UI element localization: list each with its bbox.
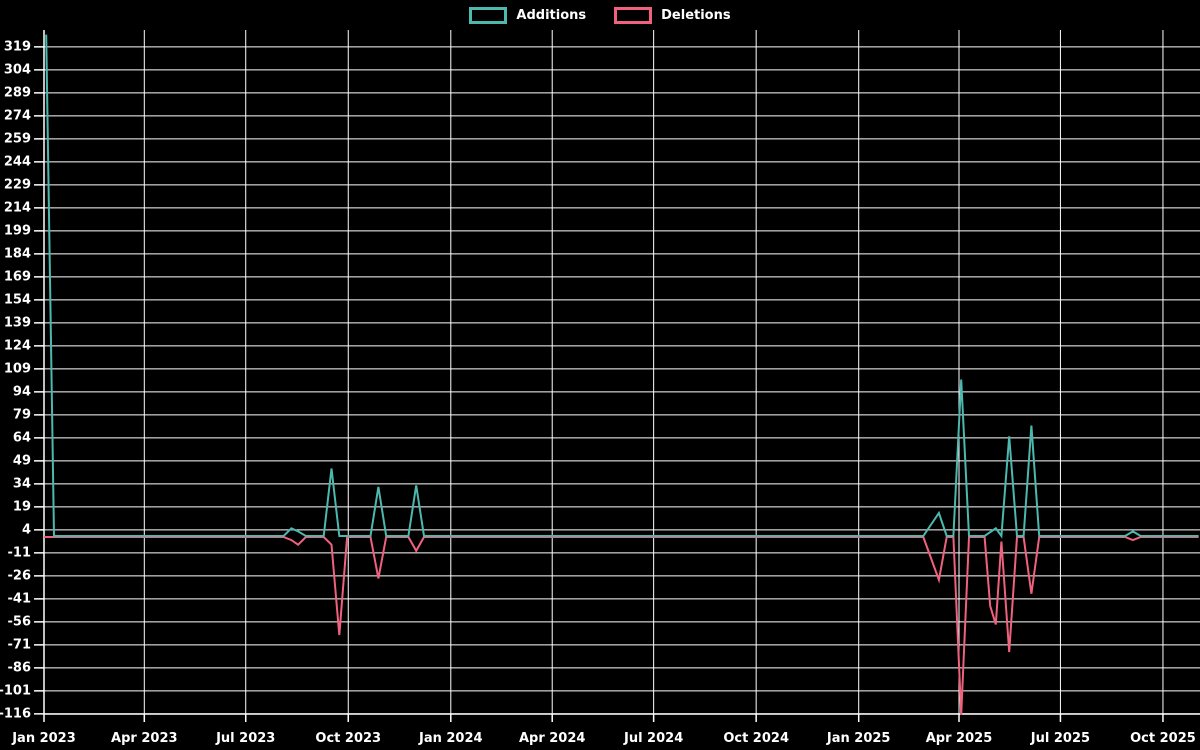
y-tick-label: 94 [13,384,31,399]
y-tick-label: 304 [4,62,31,77]
y-tick-label: -116 [0,706,31,721]
y-tick-label: 259 [4,131,31,146]
x-tick-label: Jul 2023 [215,731,275,746]
x-tick-label: Jan 2023 [11,731,76,746]
y-tick-label: 124 [4,338,31,353]
y-tick-label: 229 [4,177,31,192]
y-tick-label: 139 [4,315,31,330]
y-tick-label: 319 [4,39,31,54]
y-tick-label: 64 [13,430,31,445]
x-tick-label: Oct 2025 [1130,731,1196,746]
x-tick-label: Oct 2024 [723,731,789,746]
y-tick-label: 274 [4,108,31,123]
y-tick-label: 199 [4,223,31,238]
y-tick-label: 109 [4,361,31,376]
y-tick-label: -71 [8,637,32,652]
deletions-swatch-icon [614,7,653,24]
y-tick-label: 169 [4,269,31,284]
x-tick-label: Oct 2023 [315,731,381,746]
y-tick-label: -41 [8,591,32,606]
additions-swatch-icon [469,7,508,24]
y-tick-label: -86 [8,660,32,675]
additions-legend-label: Additions [516,7,587,23]
y-tick-label: 34 [13,476,31,491]
additions-line [45,34,1199,539]
x-tick-label: Apr 2025 [926,731,993,746]
y-tick-label: 214 [4,200,31,215]
x-tick-label: Jul 2024 [623,731,683,746]
x-tick-label: Jan 2024 [418,731,483,746]
legend-item-deletions[interactable]: Deletions [614,7,731,24]
y-tick-label: -11 [8,545,32,560]
y-tick-label: -101 [0,683,31,698]
y-tick-label: 184 [4,246,31,261]
y-tick-label: 4 [22,522,31,537]
y-tick-label: 244 [4,154,31,169]
y-tick-label: 79 [13,407,31,422]
legend-item-additions[interactable]: Additions [469,7,586,24]
deletions-legend-label: Deletions [661,7,731,23]
y-tick-label: 19 [13,499,31,514]
y-tick-label: 49 [13,453,31,468]
x-tick-label: Apr 2024 [519,731,586,746]
deletions-line [44,536,1199,715]
y-tick-label: 289 [4,85,31,100]
x-tick-label: Jan 2025 [826,731,891,746]
y-tick-label: -56 [8,614,32,629]
y-tick-label: 154 [4,292,31,307]
chart-legend: Additions Deletions [0,7,1200,24]
y-tick-label: -26 [8,568,32,583]
x-tick-label: Apr 2023 [111,731,178,746]
x-tick-label: Jul 2025 [1030,731,1090,746]
